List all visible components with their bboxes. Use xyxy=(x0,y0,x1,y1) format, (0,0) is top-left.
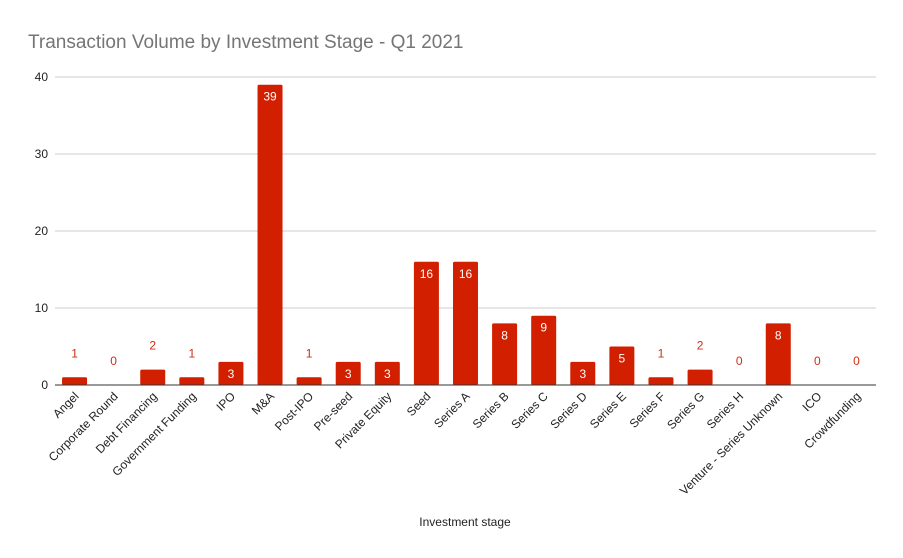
x-tick-label: Series D xyxy=(547,389,590,432)
y-tick-label: 0 xyxy=(41,378,48,392)
chart-title: Transaction Volume by Investment Stage -… xyxy=(28,32,463,53)
data-label: 8 xyxy=(501,328,508,342)
x-tick-label: ICO xyxy=(799,389,824,414)
bar xyxy=(62,377,88,385)
y-tick-label: 20 xyxy=(35,224,49,238)
bars xyxy=(62,84,791,385)
x-tick-label: Series B xyxy=(470,389,512,431)
data-label: 3 xyxy=(345,367,352,381)
x-tick-label: M&A xyxy=(249,389,277,417)
data-label: 0 xyxy=(110,354,117,368)
data-label: 2 xyxy=(149,339,156,353)
y-tick-label: 40 xyxy=(35,70,49,84)
bar xyxy=(453,261,478,385)
data-label: 3 xyxy=(579,367,586,381)
data-label: 16 xyxy=(459,267,473,281)
data-labels: 1 0 2 1 3 39 1 3 3 16 16 8 9 3 5 1 2 0 8 0 0 xyxy=(71,90,860,381)
x-tick-label: Seed xyxy=(404,389,434,419)
data-label: 3 xyxy=(228,367,235,381)
data-label: 39 xyxy=(263,90,277,104)
data-label: 0 xyxy=(853,354,860,368)
data-label: 1 xyxy=(658,346,665,360)
data-label: 3 xyxy=(384,367,391,381)
x-axis-title: Investment stage xyxy=(419,515,511,529)
bar xyxy=(492,323,518,385)
bar xyxy=(531,315,557,385)
bar xyxy=(765,323,791,385)
bar xyxy=(648,377,674,385)
bar xyxy=(218,361,244,385)
data-label: 16 xyxy=(420,267,434,281)
bar xyxy=(413,261,439,385)
bar xyxy=(570,361,596,385)
data-label: 5 xyxy=(619,352,626,366)
x-tick-label: Series C xyxy=(508,389,551,432)
bar xyxy=(609,346,635,385)
bar xyxy=(257,84,283,385)
x-tick-label: Series E xyxy=(587,389,629,431)
y-axis-ticks: 0 10 20 30 40 xyxy=(35,70,49,392)
data-label: 9 xyxy=(540,321,547,335)
data-label: 1 xyxy=(71,346,78,360)
data-label: 1 xyxy=(188,346,195,360)
data-label: 2 xyxy=(697,339,704,353)
y-tick-label: 10 xyxy=(35,301,49,315)
x-tick-label: Corporate Round xyxy=(46,389,121,464)
bar xyxy=(687,369,713,385)
data-label: 0 xyxy=(736,354,743,368)
x-tick-label: IPO xyxy=(214,389,239,414)
x-tick-label: Angel xyxy=(50,389,82,421)
bar xyxy=(179,377,205,385)
x-tick-label: Series G xyxy=(664,389,707,432)
data-label: 1 xyxy=(306,346,313,360)
bar xyxy=(140,369,166,385)
bar xyxy=(335,361,361,385)
data-label: 8 xyxy=(775,328,782,342)
x-tick-label: Post-IPO xyxy=(272,389,316,433)
x-tick-label: Series F xyxy=(627,389,668,430)
bar xyxy=(374,361,400,385)
y-tick-label: 30 xyxy=(35,147,49,161)
data-label: 0 xyxy=(814,354,821,368)
bar xyxy=(296,377,322,385)
x-tick-label: Series A xyxy=(431,389,473,431)
